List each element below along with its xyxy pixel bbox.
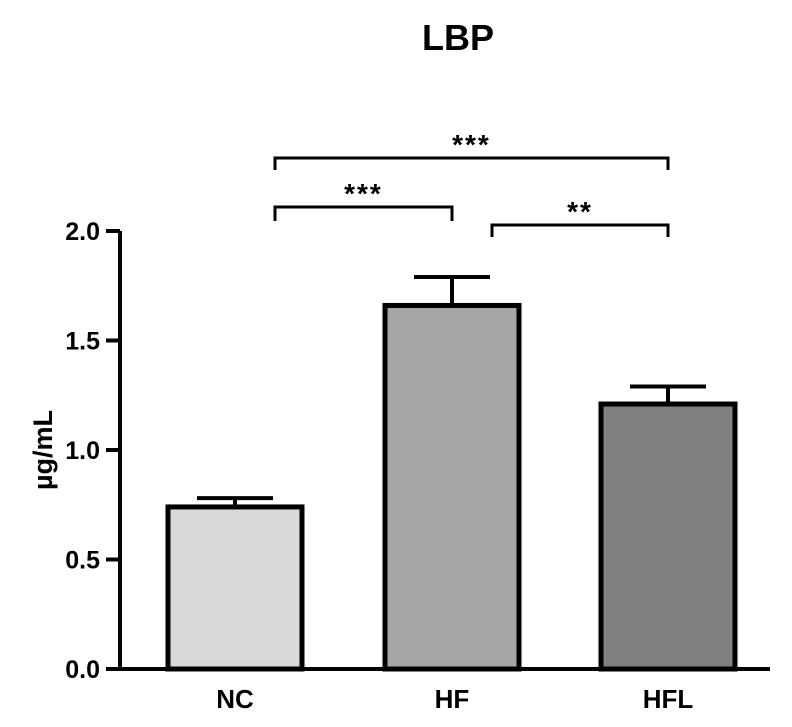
x-tick-labels: NC HF HFL [216, 684, 693, 714]
significance-brackets: ******** [273, 129, 670, 237]
bar [598, 401, 738, 672]
y-tick-label: 1.0 [65, 437, 100, 465]
y-tick-label: 0.0 [65, 656, 100, 684]
significance-bracket [273, 156, 670, 170]
x-tick-label: HFL [643, 684, 694, 714]
bars [165, 274, 738, 672]
significance-bracket [273, 205, 454, 221]
significance-label: *** [452, 129, 491, 160]
y-tick-label: 2.0 [65, 218, 100, 246]
chart-title: LBP [422, 17, 494, 58]
y-ticks: 0.0 0.5 1.0 1.5 2.0 [65, 218, 120, 684]
y-axis-label: µg/mL [28, 410, 58, 490]
y-tick-label: 0.5 [65, 547, 100, 575]
y-tick-label: 1.5 [65, 328, 100, 356]
significance-label: ** [567, 196, 593, 227]
significance-label: *** [344, 178, 383, 209]
x-tick-label: NC [216, 684, 254, 714]
bar [382, 302, 522, 672]
significance-bracket [490, 223, 670, 237]
bar [165, 504, 305, 672]
x-tick-label: HF [435, 684, 470, 714]
